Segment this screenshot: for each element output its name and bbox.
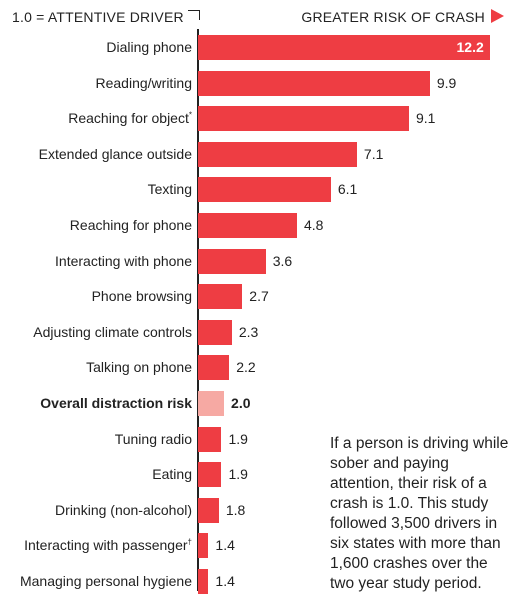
category-label: Adjusting climate controls <box>33 324 192 340</box>
category-label: Managing personal hygiene <box>20 573 192 589</box>
note-line: followed 3,500 drivers in <box>330 515 498 532</box>
category-label-text: Managing personal hygiene <box>19 573 192 589</box>
category-label: Drinking (non-alcohol) <box>55 502 192 518</box>
note-line: 1,600 crashes over the <box>330 555 488 572</box>
bar <box>198 426 222 452</box>
category-label-text: Reaching for phone <box>69 217 192 233</box>
study-note: If a person is driving while sober and pa… <box>330 434 516 594</box>
value-label: 2.3 <box>238 323 259 340</box>
bar <box>198 533 209 559</box>
bar <box>198 355 230 381</box>
category-label: Reaching for object* <box>68 110 192 126</box>
category-label-text: Dialing phone <box>106 39 192 55</box>
value-label: 1.8 <box>225 501 246 518</box>
bar <box>198 35 490 60</box>
category-label-text: Reaching for object <box>68 110 189 127</box>
bar <box>198 391 225 416</box>
note-line: attention, their risk of a <box>330 475 487 492</box>
value-label: 1.9 <box>228 430 248 447</box>
category-label: Dialing phone <box>106 39 192 55</box>
category-label: Texting <box>148 181 192 197</box>
value-label: 2.0 <box>231 395 251 411</box>
greater-risk-label-text: GREATER RISK OF CRASH <box>301 9 485 25</box>
category-label: Overall distraction risk <box>40 395 192 411</box>
category-label-text: Extended glance outside <box>38 145 192 162</box>
category-label-text: Interacting with phone <box>55 252 192 269</box>
category-label-text: Drinking (non-alcohol) <box>55 501 192 518</box>
category-label-text: Adjusting climate controls <box>33 323 192 340</box>
value-label: 9.9 <box>436 74 457 91</box>
value-label: 9.1 <box>416 110 436 127</box>
footnote-mark: † <box>187 537 192 547</box>
bar <box>198 177 331 203</box>
bracket-arrow-icon <box>187 10 200 20</box>
category-label: Phone browsing <box>92 288 192 304</box>
footnote-mark: * <box>188 110 192 120</box>
bar <box>198 106 409 132</box>
category-label-text: Texting <box>147 181 192 198</box>
note-line: two year study period. <box>330 575 482 592</box>
greater-risk-label: GREATER RISK OF CRASH <box>301 9 504 25</box>
note-line: sober and paying <box>330 455 449 472</box>
bar <box>198 319 232 345</box>
value-label: 12.2 <box>456 39 484 55</box>
chart-baseline <box>197 29 199 591</box>
category-label-text: Eating <box>152 466 192 483</box>
bar <box>198 284 243 310</box>
category-label: Interacting with passenger† <box>24 537 192 553</box>
value-label: 7.1 <box>363 145 384 162</box>
value-label: 6.1 <box>337 181 358 198</box>
category-label: Reaching for phone <box>70 217 192 233</box>
category-label-text: Overall distraction risk <box>40 395 192 411</box>
bar <box>198 213 297 238</box>
value-label: 2.7 <box>249 288 269 305</box>
category-label: Talking on phone <box>86 359 192 375</box>
attentive-driver-label: 1.0 = ATTENTIVE DRIVER <box>12 9 200 25</box>
right-triangle-icon <box>491 9 504 23</box>
value-label: 4.8 <box>303 217 324 233</box>
bar <box>198 497 219 523</box>
value-label: 1.4 <box>215 573 235 589</box>
note-line: crash is 1.0. This study <box>330 495 489 512</box>
bar <box>198 141 357 167</box>
category-label-text: Interacting with passenger <box>24 537 188 554</box>
value-label: 2.2 <box>236 359 256 376</box>
category-label: Tuning radio <box>115 431 192 447</box>
category-label-text: Reading/writing <box>95 74 193 91</box>
value-label: 1.4 <box>215 537 235 554</box>
note-line: six states with more than <box>330 535 501 552</box>
bar <box>198 248 266 274</box>
category-label-text: Tuning radio <box>114 430 192 447</box>
category-label: Extended glance outside <box>39 146 192 162</box>
category-label: Reading/writing <box>96 75 193 91</box>
category-label-text: Phone browsing <box>91 288 192 305</box>
note-line: If a person is driving while <box>330 435 509 452</box>
category-label: Interacting with phone <box>55 253 192 269</box>
bar <box>198 70 430 96</box>
bar <box>198 569 209 594</box>
value-label: 3.6 <box>272 252 293 269</box>
value-label: 1.9 <box>228 466 248 483</box>
category-label: Eating <box>152 466 192 482</box>
category-label-text: Talking on phone <box>86 359 192 376</box>
attentive-driver-label-text: 1.0 = ATTENTIVE DRIVER <box>12 9 184 25</box>
bar <box>198 462 222 488</box>
